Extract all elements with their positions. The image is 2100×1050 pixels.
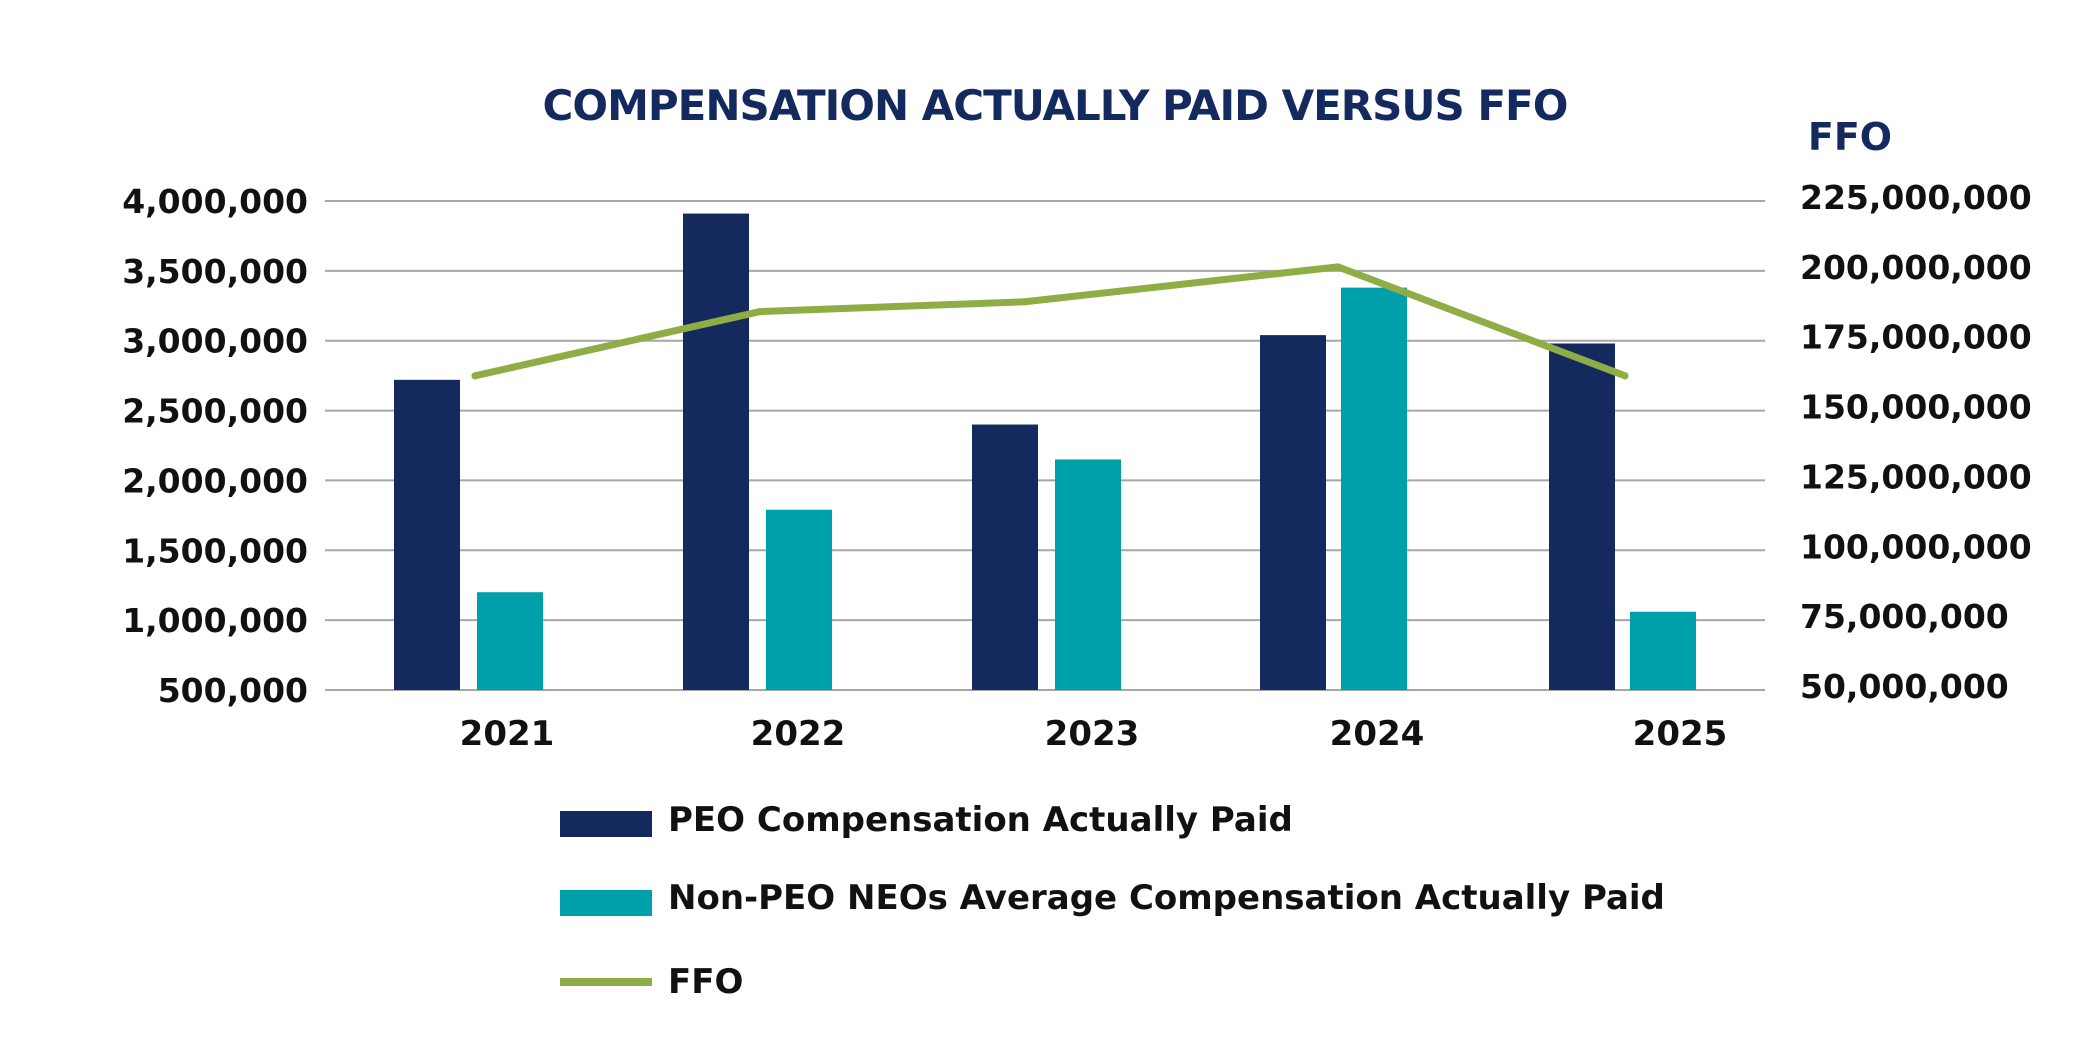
bar-non-peo-2023 xyxy=(1055,459,1121,690)
chart-title: COMPENSATION ACTUALLY PAID VERSUS FFO xyxy=(543,81,1568,130)
x-axis: 2021 2022 2023 2024 2025 xyxy=(460,714,1728,754)
legend-label-peo: PEO Compensation Actually Paid xyxy=(668,800,1293,840)
bar-peo-2022 xyxy=(683,213,749,690)
bar-peo-2024 xyxy=(1260,335,1326,690)
left-tick-label: 2,500,000 xyxy=(122,392,308,431)
ffo-line xyxy=(471,263,1629,380)
right-tick-label: 125,000,000 xyxy=(1800,457,2032,496)
bar-non-peo-2024 xyxy=(1341,287,1407,690)
right-tick-label: 225,000,000 xyxy=(1800,178,2032,217)
right-tick-label: 75,000,000 xyxy=(1800,597,2009,636)
left-tick-label: 3,500,000 xyxy=(122,252,308,291)
ffo-point-2021 xyxy=(471,372,479,380)
x-tick-label: 2024 xyxy=(1330,714,1425,754)
right-tick-label: 150,000,000 xyxy=(1800,388,2032,427)
left-tick-label: 4,000,000 xyxy=(122,182,308,221)
left-axis: 4,000,000 3,500,000 3,000,000 2,500,000 2,00… xyxy=(122,182,308,710)
x-tick-label: 2022 xyxy=(751,714,846,754)
bar-peo-2023 xyxy=(972,424,1038,690)
legend-swatch-non-peo xyxy=(560,890,652,916)
right-tick-label: 175,000,000 xyxy=(1800,318,2032,357)
bar-non-peo-2022 xyxy=(766,509,832,690)
bar-series xyxy=(394,213,1696,690)
ffo-point-2024 xyxy=(1334,263,1342,271)
legend-swatch-peo xyxy=(560,811,652,837)
x-tick-label: 2021 xyxy=(460,714,555,754)
left-tick-label: 1,500,000 xyxy=(122,531,308,570)
right-axis-title: FFO xyxy=(1808,115,1892,159)
bar-non-peo-2025 xyxy=(1630,611,1696,690)
legend: PEO Compensation Actually Paid Non-PEO NE… xyxy=(560,800,1665,1002)
bar-peo-2025 xyxy=(1549,343,1615,690)
right-tick-label: 200,000,000 xyxy=(1800,248,2032,287)
right-axis: 225,000,000 200,000,000 175,000,000 150,000… xyxy=(1800,178,2032,706)
gridlines xyxy=(325,200,1765,691)
left-tick-label: 2,000,000 xyxy=(122,461,308,500)
right-tick-label: 100,000,000 xyxy=(1800,527,2032,566)
line-series xyxy=(471,263,1629,380)
ffo-point-2025 xyxy=(1621,372,1629,380)
left-tick-label: 3,000,000 xyxy=(122,322,308,361)
ffo-point-2023 xyxy=(1021,298,1029,306)
legend-label-non-peo: Non-PEO NEOs Average Compensation Actual… xyxy=(668,878,1665,918)
x-tick-label: 2025 xyxy=(1633,714,1728,754)
left-tick-label: 500,000 xyxy=(158,671,308,710)
left-tick-label: 1,000,000 xyxy=(122,601,308,640)
ffo-point-2022 xyxy=(756,308,764,316)
bar-non-peo-2021 xyxy=(477,592,543,690)
legend-label-ffo: FFO xyxy=(668,962,743,1002)
bar-peo-2021 xyxy=(394,379,460,690)
x-tick-label: 2023 xyxy=(1045,714,1140,754)
right-tick-label: 50,000,000 xyxy=(1800,667,2009,706)
